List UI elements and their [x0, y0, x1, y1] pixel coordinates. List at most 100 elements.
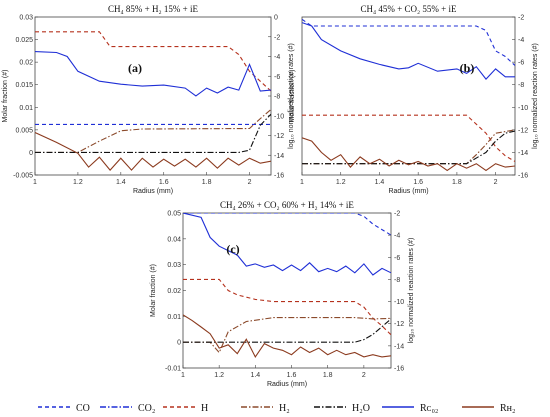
panel-label: (c): [226, 242, 239, 256]
y2-tick-label: -6: [518, 60, 524, 67]
series-line-RH2: [302, 137, 515, 172]
y-tick-label: 0.05: [167, 211, 181, 218]
series-line-H2O: [35, 113, 271, 153]
y-tick-label: -0.005: [13, 173, 33, 180]
x-tick-label: 2: [494, 179, 498, 186]
series-line-RCO2: [35, 51, 271, 97]
panel-title: CH₄ 85% + H₂ 15% + iE: [108, 4, 198, 14]
y2-tick-label: -4: [274, 54, 280, 61]
y2-tick-label: -4: [518, 37, 524, 44]
panel-title: CH₄ 26% + CO₂ 60% + H₂ 14% + iE: [220, 200, 354, 210]
y-tick-label: 0: [177, 340, 181, 347]
legend: CO CO₂ H H₂ H₂O Rᴄ₀₂ Rʜ₂: [38, 403, 516, 414]
y2-tick-label: -6: [394, 255, 400, 262]
y-tick-label: 0.025: [15, 37, 33, 44]
series-line-CO: [183, 213, 391, 236]
y2-tick-label: -8: [274, 94, 280, 101]
plot-frame: [182, 212, 392, 369]
y-tick-label: 0.02: [19, 60, 33, 67]
series-line-RCO2: [183, 213, 391, 276]
legend-label-RH2: Rʜ₂: [500, 403, 516, 414]
y2-tick-label: -12: [394, 321, 404, 328]
legend-label-CO: CO: [76, 403, 90, 414]
plot-frame: [301, 16, 516, 176]
x-tick-label: 1: [300, 179, 304, 186]
x-tick-label: 1.6: [413, 179, 423, 186]
y-tick-label: 0.03: [167, 262, 181, 269]
x-tick-label: 1.2: [336, 179, 346, 186]
y2-tick-label: 0: [274, 15, 278, 22]
y2-axis-label: log₁₀ normalized reaction rates (#): [532, 43, 539, 149]
y2-tick-label: -10: [518, 105, 528, 112]
y-axis-label: Molar fraction (#): [289, 70, 296, 123]
x-axis-label: Radius (mm): [388, 188, 428, 195]
y2-axis-label: log₁₀ normalized reaction rates (#): [288, 43, 295, 149]
y-axis-label: Molar fraction (#): [2, 70, 9, 123]
series-line-H2: [35, 109, 271, 153]
panel-c: [182, 212, 392, 369]
y2-tick-label: -14: [518, 150, 528, 157]
series-line-RCO2: [302, 22, 515, 80]
y2-tick-label: -14: [394, 343, 404, 350]
y2-tick-label: -10: [394, 299, 404, 306]
y2-tick-label: -16: [518, 173, 528, 180]
panel-a: [34, 16, 272, 176]
y-tick-label: 0.005: [15, 127, 33, 134]
x-tick-label: 2: [362, 372, 366, 379]
y-tick-label: 0: [29, 150, 33, 157]
y2-axis-label: log₁₀ normalized reaction rates (#): [408, 238, 415, 344]
y-tick-label: 0.02: [167, 288, 181, 295]
x-tick-label: 1.6: [287, 372, 297, 379]
legend-label-H2: H₂: [279, 403, 290, 414]
y2-tick-label: -12: [274, 133, 284, 140]
series-line-H: [35, 31, 271, 92]
y2-tick-label: -2: [518, 15, 524, 22]
x-tick-label: 1.2: [214, 372, 224, 379]
y-tick-label: 0.01: [167, 314, 181, 321]
series-line-H2: [183, 317, 391, 354]
x-tick-label: 1.8: [202, 179, 212, 186]
plot-frame: [34, 16, 272, 176]
x-tick-label: 1: [33, 179, 37, 186]
legend-label-H2O: H₂O: [352, 403, 370, 414]
y-axis-label: Molar fraction (#): [150, 264, 157, 317]
panel-label: (b): [460, 61, 475, 75]
series-line-RH2: [183, 314, 391, 358]
y-tick-label: -0.01: [165, 366, 181, 373]
panel-title: CH₄ 45% + CO₂ 55% + iE: [361, 4, 457, 14]
x-axis-label: Radius (mm): [267, 381, 307, 388]
y2-tick-label: -14: [274, 153, 284, 160]
y2-tick-label: -4: [394, 233, 400, 240]
y2-tick-label: -2: [274, 34, 280, 41]
legend-label-RCO2: Rᴄ₀₂: [420, 403, 438, 414]
y-tick-label: 0.015: [15, 82, 33, 89]
x-tick-label: 1.4: [250, 372, 260, 379]
x-axis-label: Radius (mm): [133, 188, 173, 195]
legend-label-H: H: [201, 403, 208, 414]
series-line-H: [302, 114, 515, 162]
x-tick-label: 1.8: [323, 372, 333, 379]
series-line-H: [183, 278, 391, 336]
x-tick-label: 1.2: [73, 179, 83, 186]
y-tick-label: 0.01: [19, 105, 33, 112]
panel-label: (a): [128, 61, 142, 75]
x-tick-label: 1.4: [116, 179, 126, 186]
y-tick-label: 0.03: [19, 15, 33, 22]
y2-tick-label: -12: [518, 127, 528, 134]
legend-label-CO2: CO₂: [138, 403, 155, 414]
x-tick-label: 2: [248, 179, 252, 186]
y2-tick-label: -10: [274, 113, 284, 120]
y-tick-label: 0.04: [167, 236, 181, 243]
y2-tick-label: -8: [518, 82, 524, 89]
x-tick-label: 1.4: [375, 179, 385, 186]
y2-tick-label: -16: [394, 366, 404, 373]
series-line-H2: [302, 129, 515, 165]
y2-tick-label: -16: [274, 173, 284, 180]
x-tick-label: 1: [181, 372, 185, 379]
y2-tick-label: -2: [394, 211, 400, 218]
series-line-H2O: [183, 318, 391, 343]
panel-b: [301, 16, 516, 176]
series-line-CO: [302, 18, 515, 66]
series-line-H2O: [302, 130, 515, 165]
